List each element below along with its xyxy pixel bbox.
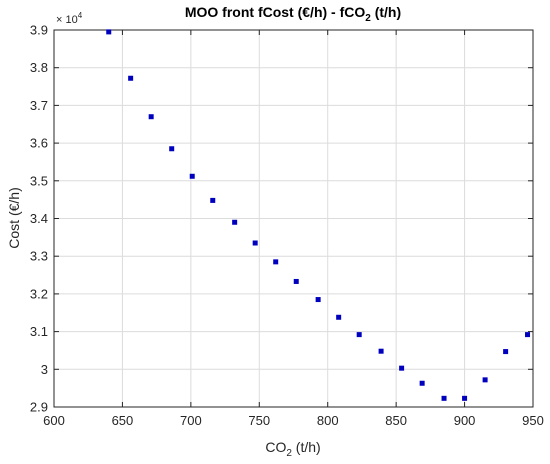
chart-title: MOO front fCost (€/h) - fCO2 (t/h) bbox=[185, 4, 401, 24]
data-point bbox=[315, 297, 321, 303]
data-point bbox=[462, 395, 468, 401]
y-multiplier-exponent: 4 bbox=[78, 11, 83, 20]
y-tick-label: 3.1 bbox=[30, 324, 48, 339]
data-points bbox=[106, 29, 531, 401]
y-tick-label: 3.7 bbox=[30, 98, 48, 113]
data-point bbox=[148, 114, 154, 120]
x-tick-label: 850 bbox=[385, 413, 407, 428]
data-point bbox=[273, 259, 279, 265]
title-subscript: 2 bbox=[365, 13, 371, 24]
data-point bbox=[399, 365, 405, 371]
y-tick-label: 2.9 bbox=[30, 400, 48, 415]
tick-labels: 600 650 700 750 800 850 900 950 2.9 3 3.1 3.2 3.3 3.4… bbox=[30, 23, 544, 429]
y-tick-label: 3.8 bbox=[30, 60, 48, 75]
data-point bbox=[378, 348, 384, 354]
x-tick-label: 600 bbox=[43, 413, 65, 428]
data-point bbox=[503, 349, 509, 355]
data-point bbox=[441, 395, 447, 401]
data-point bbox=[252, 240, 258, 246]
y-tick-label: 3.2 bbox=[30, 286, 48, 301]
x-axis-label: CO2 (t/h) bbox=[265, 439, 320, 459]
x-axis-label-subscript: 2 bbox=[286, 448, 292, 459]
data-point bbox=[210, 197, 216, 203]
ticks bbox=[53, 29, 534, 408]
x-axis-label-text: CO bbox=[265, 439, 286, 455]
data-point bbox=[128, 75, 134, 81]
y-tick-label: 3.3 bbox=[30, 249, 48, 264]
x-tick-label: 950 bbox=[522, 413, 544, 428]
y-tick-label: 3.5 bbox=[30, 173, 48, 188]
y-multiplier-base: × 10 bbox=[56, 14, 78, 26]
data-point bbox=[482, 377, 488, 383]
data-point bbox=[106, 29, 112, 35]
data-point bbox=[169, 146, 175, 152]
x-axis-label-text-end: (t/h) bbox=[292, 439, 321, 455]
title-text-end: (t/h) bbox=[371, 4, 401, 20]
y-multiplier: × 104 bbox=[56, 11, 83, 26]
x-tick-label: 800 bbox=[317, 413, 339, 428]
y-tick-label: 3.4 bbox=[30, 211, 48, 226]
x-tick-label: 750 bbox=[248, 413, 270, 428]
x-tick-label: 650 bbox=[112, 413, 134, 428]
data-point bbox=[232, 219, 238, 225]
title-text: MOO front fCost (€/h) - fCO bbox=[185, 4, 366, 20]
data-point bbox=[419, 380, 425, 386]
data-point bbox=[336, 314, 342, 320]
x-tick-label: 700 bbox=[180, 413, 202, 428]
x-tick-label: 900 bbox=[454, 413, 476, 428]
y-tick-label: 3 bbox=[41, 362, 48, 377]
y-tick-label: 3.6 bbox=[30, 136, 48, 151]
data-point bbox=[293, 278, 299, 284]
data-point bbox=[189, 173, 195, 179]
data-point bbox=[356, 332, 362, 338]
y-tick-label: 3.9 bbox=[30, 23, 48, 38]
data-point bbox=[525, 332, 531, 338]
y-axis-label: Cost (€/h) bbox=[6, 187, 22, 248]
